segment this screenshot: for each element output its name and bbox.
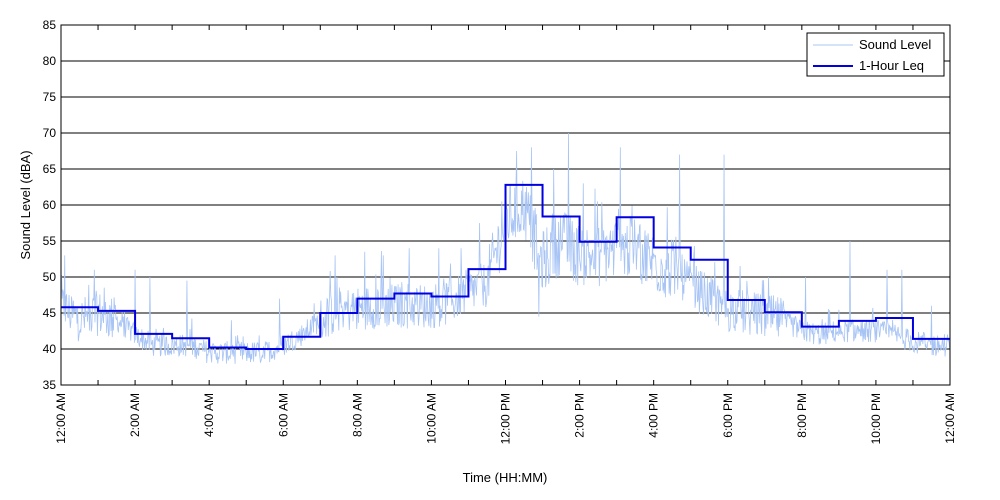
y-tick-label: 35 [43, 378, 57, 392]
plot-frame [60, 24, 951, 386]
x-tick-labels: 12:00 AM 2:00 AM 4:00 AM 6:00 AM 8:00 AM 10:0… [54, 393, 957, 444]
x-axis-title: Time (HH:MM) [463, 470, 548, 485]
y-tick-label: 75 [43, 90, 57, 104]
x-tick-label: 6:00 PM [721, 393, 735, 438]
y-tick-label: 45 [43, 306, 57, 320]
x-tick-label: 2:00 AM [128, 393, 142, 437]
y-axis-title: Sound Level (dBA) [18, 150, 33, 259]
leq-series [61, 183, 950, 350]
x-tick-label: 4:00 AM [202, 393, 216, 437]
y-tick-label: 40 [43, 342, 57, 356]
x-tick-label: 12:00 PM [499, 393, 513, 444]
legend-label-leq: 1-Hour Leq [859, 58, 924, 73]
y-tick-label: 80 [43, 54, 57, 68]
legend: Sound Level 1-Hour Leq [806, 32, 945, 77]
y-tick-label: 60 [43, 198, 57, 212]
legend-label-sound-level: Sound Level [859, 37, 931, 52]
y-tick-label: 85 [43, 18, 57, 32]
y-tick-label: 55 [43, 234, 57, 248]
y-tick-labels: 35 40 45 50 55 60 65 70 75 80 85 [43, 18, 57, 392]
x-tick-label: 10:00 AM [424, 393, 438, 444]
x-tick-label: 2:00 PM [573, 393, 587, 438]
x-tick-label: 10:00 PM [869, 393, 883, 444]
legend-box [806, 32, 945, 77]
y-tick-label: 65 [43, 162, 57, 176]
x-tick-label: 8:00 AM [350, 393, 364, 437]
x-tick-label: 12:00 AM [54, 393, 68, 444]
x-tick-label: 6:00 AM [276, 393, 290, 437]
y-tick-label: 50 [43, 270, 57, 284]
y-tick-label: 70 [43, 126, 57, 140]
x-tick-label: 12:00 AM [943, 393, 957, 444]
leq-step-line [61, 183, 950, 350]
x-tick-label: 4:00 PM [647, 393, 661, 438]
x-tick-label: 8:00 PM [795, 393, 809, 438]
